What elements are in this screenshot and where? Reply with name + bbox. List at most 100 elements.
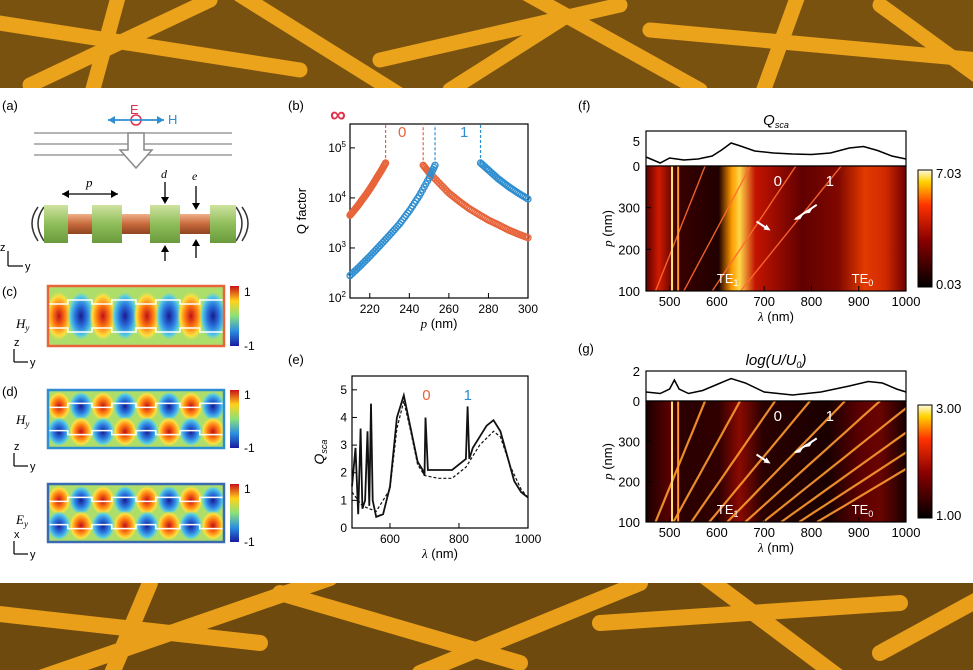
x-tick-label: 1000	[892, 294, 921, 309]
mode-0-label: 0	[774, 408, 782, 425]
colorbar-max-label: 7.03	[936, 166, 961, 181]
resonance-curve	[690, 401, 777, 522]
field-lobe	[67, 290, 95, 342]
panel-label-c: (c)	[2, 284, 17, 299]
axis-y-a: y	[25, 261, 31, 273]
field-lobe	[134, 485, 160, 516]
field-lobe	[200, 510, 224, 541]
field-lobe	[200, 391, 224, 422]
y-tick-label: 2	[340, 466, 347, 480]
resonance-curve	[672, 401, 742, 522]
mode-0-label: 0	[398, 124, 406, 141]
grating-outline	[48, 299, 224, 305]
field-lobe	[134, 416, 160, 447]
resonance-curve	[711, 166, 797, 291]
arrowhead-icon	[802, 441, 813, 448]
band-te0-label: TE0	[852, 502, 874, 519]
axis-c-h: y	[30, 357, 36, 369]
field-labels: Hy Hy Ey 1 -1 1 -1 1 -1 z y z y x y	[13, 285, 255, 561]
heatmap-frame	[645, 400, 907, 523]
x-tick-label: 600	[380, 532, 400, 546]
y-tick-label: 200	[618, 475, 640, 490]
colorbar	[917, 169, 933, 288]
field-lobe	[48, 416, 72, 447]
series-solid-line	[351, 391, 529, 519]
y-axis-title: Q factor	[294, 187, 309, 234]
field-lobe	[48, 510, 72, 541]
y-tick-label: 103	[328, 240, 346, 255]
mode-1-label: 1	[464, 387, 472, 404]
heatmap-title: log(U/U0)	[746, 352, 807, 370]
colorbar-d1	[230, 390, 239, 448]
qsca-heatmap-chart: 0 5 Qsca 0 1 TE1 TE0 500 600 700 800 900 1000 100 200 3…	[600, 112, 961, 324]
y-tick-label: 105	[328, 140, 346, 155]
q-factor-chart: 220 240 260 280 300 102 103 104 105 Q factor p (nm…	[294, 102, 538, 331]
top-y-tick-label: 5	[633, 134, 640, 149]
figure-svg: (a) E H p d e z y (c)	[0, 98, 961, 561]
field-lobe	[112, 391, 138, 422]
y-tick-label: 200	[618, 242, 640, 257]
x-tick-label: 220	[360, 302, 380, 316]
x-tick-label: 900	[848, 525, 870, 540]
resonance-curve	[708, 401, 811, 522]
axis-d2-h: y	[30, 549, 36, 561]
resonance-curve	[654, 401, 707, 522]
panel-label-d: (d)	[2, 384, 18, 399]
field-map-c	[46, 284, 226, 348]
colorbar-d1-min: -1	[244, 441, 255, 455]
field-lobe	[178, 485, 204, 516]
axis-z-a: z	[0, 242, 6, 254]
axis-c-v: z	[14, 337, 20, 349]
field-lobe	[68, 416, 94, 447]
series-dashed-line	[351, 400, 529, 513]
y-tick-label: 3	[340, 438, 347, 452]
grating-outline	[48, 523, 224, 530]
bottom-background-photo	[0, 583, 973, 670]
x-tick-label: 500	[659, 525, 681, 540]
figure-panel: (a) E H p d e z y (c)	[0, 88, 973, 583]
plot-frame	[351, 375, 529, 529]
top-spectrum-frame	[645, 370, 907, 402]
field-lobe	[156, 485, 182, 516]
x-tick-label: 800	[449, 532, 469, 546]
e-field-label: E	[130, 102, 139, 117]
incident-wave-schematic: E H	[34, 102, 232, 170]
period-label: p	[85, 175, 93, 190]
arrowhead-icon	[793, 447, 804, 454]
arrowhead-icon	[763, 224, 771, 231]
diameter-label: d	[161, 167, 168, 181]
top-y-tick-label: 0	[633, 394, 640, 409]
mode-0-label: 0	[422, 387, 430, 404]
x-tick-label: 600	[706, 525, 728, 540]
band-te1-label: TE1	[717, 502, 739, 519]
colorbar-min-label: 0.03	[936, 277, 961, 292]
axis-d1-h: y	[30, 461, 36, 473]
field-lobe	[68, 485, 94, 516]
y-axis-title: p (nm)	[600, 210, 615, 248]
colorbar-max-label: 3.00	[936, 401, 961, 416]
x-tick-label: 260	[439, 302, 459, 316]
field-lobe	[90, 391, 116, 422]
colorbar-c-min: -1	[244, 339, 255, 353]
field-lobe	[156, 391, 182, 422]
top-y-tick-label: 0	[633, 159, 640, 174]
field-lobe	[156, 416, 182, 447]
field-lobe	[200, 485, 224, 516]
field-lobe	[112, 510, 138, 541]
axis-d2-v: x	[14, 529, 20, 541]
mode-1-label: 1	[460, 124, 468, 141]
y-tick-label: 1	[340, 493, 347, 507]
incidence-arrow-icon	[118, 132, 154, 170]
x-tick-label: 500	[659, 294, 681, 309]
field-c-label: Hy	[15, 316, 29, 333]
x-tick-label: 1000	[892, 525, 921, 540]
x-axis-title: λ (nm)	[757, 540, 794, 555]
y-tick-label: 100	[618, 284, 640, 299]
x-tick-label: 1000	[515, 532, 542, 546]
axis-d1-v: z	[14, 441, 20, 453]
nanowire-schematic: p d e z y	[0, 167, 249, 273]
band-te1-label: TE1	[717, 271, 739, 288]
mode-0-label: 0	[774, 173, 782, 190]
y-tick-label: 100	[618, 515, 640, 530]
y-tick-label: 4	[340, 410, 347, 424]
